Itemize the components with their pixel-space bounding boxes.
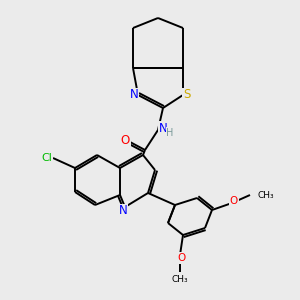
Text: H: H (166, 128, 174, 138)
Text: CH₃: CH₃ (172, 274, 188, 284)
Text: N: N (118, 205, 127, 218)
Text: S: S (183, 88, 191, 101)
Text: N: N (130, 88, 138, 101)
Text: N: N (159, 122, 167, 134)
Text: Cl: Cl (42, 153, 52, 163)
Text: O: O (178, 253, 186, 263)
Text: O: O (120, 134, 130, 146)
Text: O: O (230, 196, 238, 206)
Text: CH₃: CH₃ (258, 190, 274, 200)
